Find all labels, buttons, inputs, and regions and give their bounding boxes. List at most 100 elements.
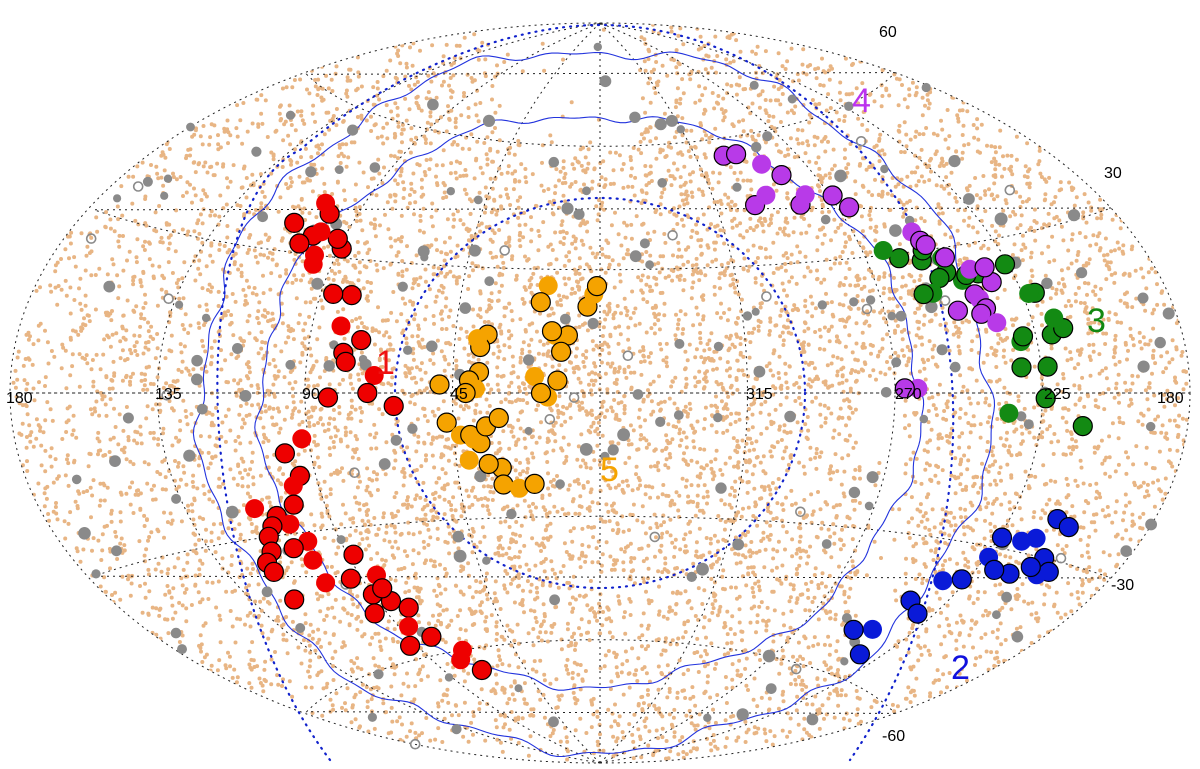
- grey-point: [617, 428, 630, 442]
- grey-point: [560, 313, 571, 325]
- lon-label-135: 135: [155, 386, 182, 403]
- meridian-135: [156, 22, 601, 764]
- group-5-point: [464, 429, 484, 449]
- group-1-point: [284, 589, 305, 610]
- grey-open-point: [499, 245, 511, 256]
- group-2-point: [933, 571, 953, 591]
- grey-point: [427, 98, 439, 111]
- axis-labels: 180 135 90 45 315 270 225 180 60 30 -30 …: [6, 24, 1184, 745]
- group-4-point: [974, 257, 995, 278]
- group-4-point: [822, 185, 843, 206]
- group-4-point: [725, 144, 747, 165]
- grey-point: [895, 310, 907, 322]
- grey-point: [629, 111, 641, 124]
- parallel--30: [93, 515, 1112, 579]
- grey-point: [673, 410, 684, 420]
- group-1-point: [283, 538, 304, 559]
- group-2-point: [907, 603, 928, 624]
- grey-point: [925, 300, 938, 314]
- grey-point: [573, 208, 585, 220]
- grey-point: [841, 613, 852, 624]
- grey-point: [311, 277, 324, 290]
- grey-point: [186, 122, 195, 132]
- group-3-point: [999, 403, 1019, 423]
- grey-point: [599, 75, 612, 88]
- grey-point: [1016, 411, 1027, 422]
- group-3-point: [1019, 284, 1039, 303]
- grey-point: [753, 365, 766, 378]
- group-2-point: [984, 559, 1005, 581]
- grey-point: [921, 82, 931, 93]
- outer-contour: [192, 51, 996, 758]
- grey-point: [674, 338, 685, 349]
- grey-point: [765, 683, 777, 694]
- group-1-point: [364, 366, 384, 385]
- grey-point: [561, 202, 574, 215]
- grey-point: [295, 623, 306, 633]
- background-point-cloud: [11, 23, 1189, 762]
- grey-open-point: [1055, 552, 1067, 564]
- grey-point: [1146, 421, 1156, 432]
- grey-point: [639, 238, 650, 249]
- grey-point: [506, 508, 517, 520]
- group-1-point: [372, 578, 393, 599]
- grey-point: [473, 195, 483, 205]
- grey-point: [593, 42, 602, 52]
- lat-label-minus60: -60: [882, 728, 905, 745]
- grey-point: [749, 80, 759, 90]
- group-4-point: [756, 185, 776, 205]
- group-1-point: [398, 597, 419, 618]
- grey-point: [887, 311, 897, 321]
- grey-point: [587, 317, 599, 330]
- grey-point: [736, 708, 749, 721]
- group-3-point: [873, 241, 893, 260]
- group-1-point: [451, 650, 471, 670]
- lon-label-180-right: 180: [1157, 390, 1184, 407]
- grey-point: [239, 390, 252, 402]
- grey-point: [548, 716, 559, 728]
- grey-point: [446, 187, 455, 196]
- grey-point: [359, 358, 372, 371]
- group-3-point: [1037, 356, 1058, 377]
- grey-point: [305, 166, 317, 178]
- group-2-point: [849, 644, 871, 665]
- grey-open-point: [939, 295, 951, 306]
- group-2-point: [991, 527, 1013, 548]
- group-1-point: [341, 285, 362, 306]
- grey-open-point: [163, 293, 174, 305]
- grey-point: [582, 186, 591, 196]
- grey-point: [889, 224, 902, 237]
- group-4-point: [894, 378, 915, 399]
- grey-open-point: [132, 181, 144, 192]
- grey-point: [71, 474, 82, 485]
- group-4-point: [971, 303, 992, 324]
- group-3-point: [1012, 326, 1034, 347]
- group-5-point: [493, 474, 514, 495]
- grey-point: [109, 455, 121, 467]
- grey-point: [323, 360, 335, 372]
- group-4-point: [771, 165, 792, 186]
- lon-label-315: 315: [746, 386, 773, 403]
- grey-point: [1137, 360, 1150, 373]
- grey-point: [369, 162, 381, 173]
- grey-point: [163, 174, 173, 183]
- group-1-point: [327, 228, 348, 249]
- grey-point: [261, 586, 273, 598]
- group-4-point: [915, 234, 936, 256]
- grey-open-point: [568, 392, 580, 403]
- grey-point: [936, 344, 948, 356]
- grey-point: [849, 297, 859, 307]
- grey-point: [285, 110, 296, 120]
- grey-point: [191, 373, 203, 386]
- group-5-point: [586, 276, 608, 297]
- group-1-point: [331, 316, 351, 336]
- group-3-point: [1072, 416, 1093, 437]
- grey-point: [160, 191, 169, 200]
- group-sources: [245, 144, 1093, 681]
- group-5-point: [547, 370, 568, 391]
- grey-open-point: [790, 663, 802, 675]
- grey-point: [654, 118, 667, 131]
- grey-point: [820, 214, 831, 225]
- grey-point: [686, 571, 697, 583]
- group-2-point: [863, 619, 882, 639]
